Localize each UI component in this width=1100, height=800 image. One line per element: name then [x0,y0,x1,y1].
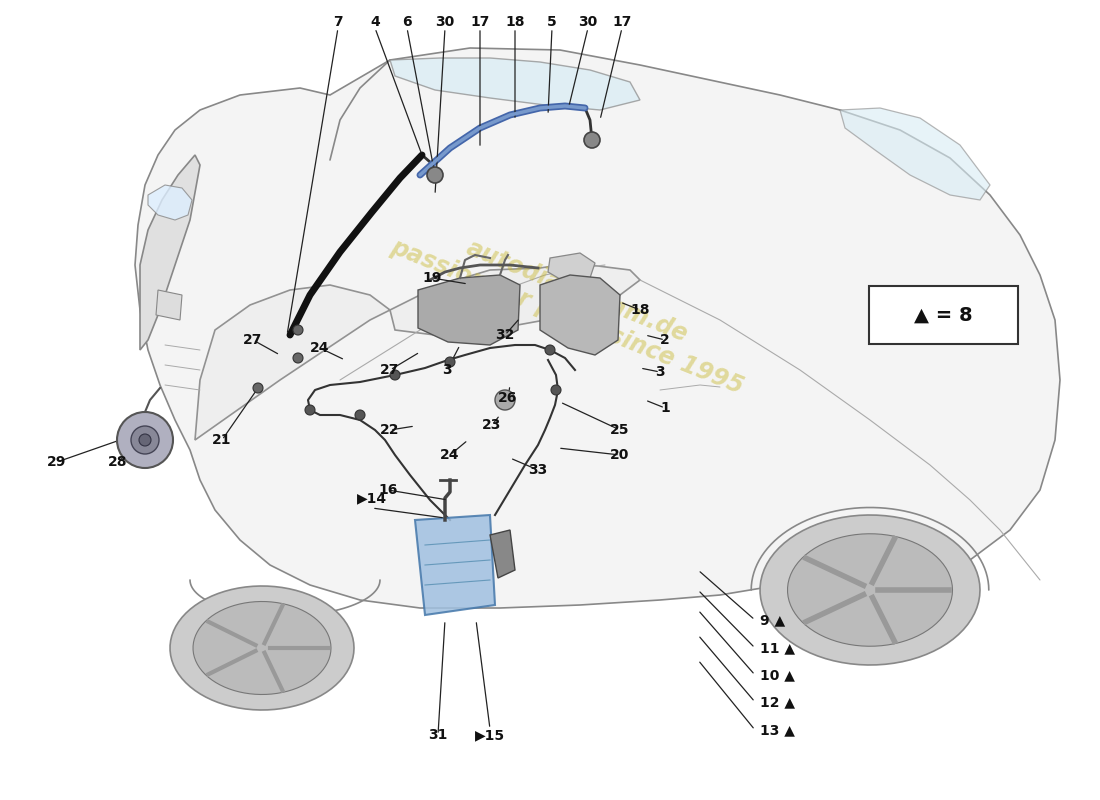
Circle shape [427,167,443,183]
Text: autodiagramm.de
passion for parts since 1995: autodiagramm.de passion for parts since … [387,209,757,399]
Text: 7: 7 [333,15,343,29]
Polygon shape [195,265,640,440]
Circle shape [584,132,600,148]
Text: 3: 3 [656,365,664,379]
Circle shape [139,434,151,446]
Text: 27: 27 [243,333,263,347]
Text: 31: 31 [428,728,448,742]
Text: 19: 19 [422,271,442,285]
Circle shape [293,353,303,363]
Circle shape [446,357,455,367]
Circle shape [293,325,303,335]
Polygon shape [788,534,953,646]
Polygon shape [540,275,620,355]
Text: ▶14: ▶14 [356,491,387,505]
Text: 22: 22 [381,423,399,437]
Text: 29: 29 [47,455,67,469]
Circle shape [390,370,400,380]
Text: 33: 33 [528,463,548,477]
Text: 17: 17 [471,15,490,29]
Circle shape [495,390,515,410]
Circle shape [551,385,561,395]
Text: ▲ = 8: ▲ = 8 [914,306,972,325]
Text: 18: 18 [505,15,525,29]
Polygon shape [170,586,354,710]
Polygon shape [415,515,495,615]
Polygon shape [140,155,200,350]
Text: 23: 23 [482,418,502,432]
FancyBboxPatch shape [869,286,1018,344]
Text: 13 ▲: 13 ▲ [760,723,795,737]
Polygon shape [490,530,515,578]
Text: 21: 21 [212,433,232,447]
Text: 4: 4 [370,15,379,29]
Circle shape [355,410,365,420]
Text: 28: 28 [108,455,128,469]
Text: 27: 27 [381,363,399,377]
Polygon shape [194,602,331,694]
Text: 11 ▲: 11 ▲ [760,641,795,655]
Text: 24: 24 [440,448,460,462]
Text: 32: 32 [495,328,515,342]
Polygon shape [840,108,990,200]
Polygon shape [390,58,640,110]
Polygon shape [135,48,1060,608]
Text: 20: 20 [610,448,629,462]
Text: 2: 2 [660,333,670,347]
Text: 16: 16 [378,483,398,497]
Circle shape [253,383,263,393]
Text: 12 ▲: 12 ▲ [760,695,795,709]
Text: 3: 3 [442,363,452,377]
Text: 1: 1 [660,401,670,415]
Polygon shape [418,275,520,345]
Text: 26: 26 [498,391,518,405]
Text: 5: 5 [547,15,557,29]
Text: 9 ▲: 9 ▲ [760,613,785,627]
Text: 24: 24 [310,341,330,355]
Circle shape [117,412,173,468]
Polygon shape [148,185,192,220]
Polygon shape [548,253,595,282]
Text: 10 ▲: 10 ▲ [760,668,795,682]
Text: 30: 30 [436,15,454,29]
Text: 6: 6 [403,15,411,29]
Text: 30: 30 [579,15,597,29]
Circle shape [544,345,556,355]
Polygon shape [156,290,182,320]
Text: 18: 18 [630,303,650,317]
Circle shape [131,426,160,454]
Text: ▶15: ▶15 [475,728,505,742]
Polygon shape [760,515,980,665]
Text: 17: 17 [613,15,631,29]
Text: 25: 25 [610,423,629,437]
Circle shape [305,405,315,415]
